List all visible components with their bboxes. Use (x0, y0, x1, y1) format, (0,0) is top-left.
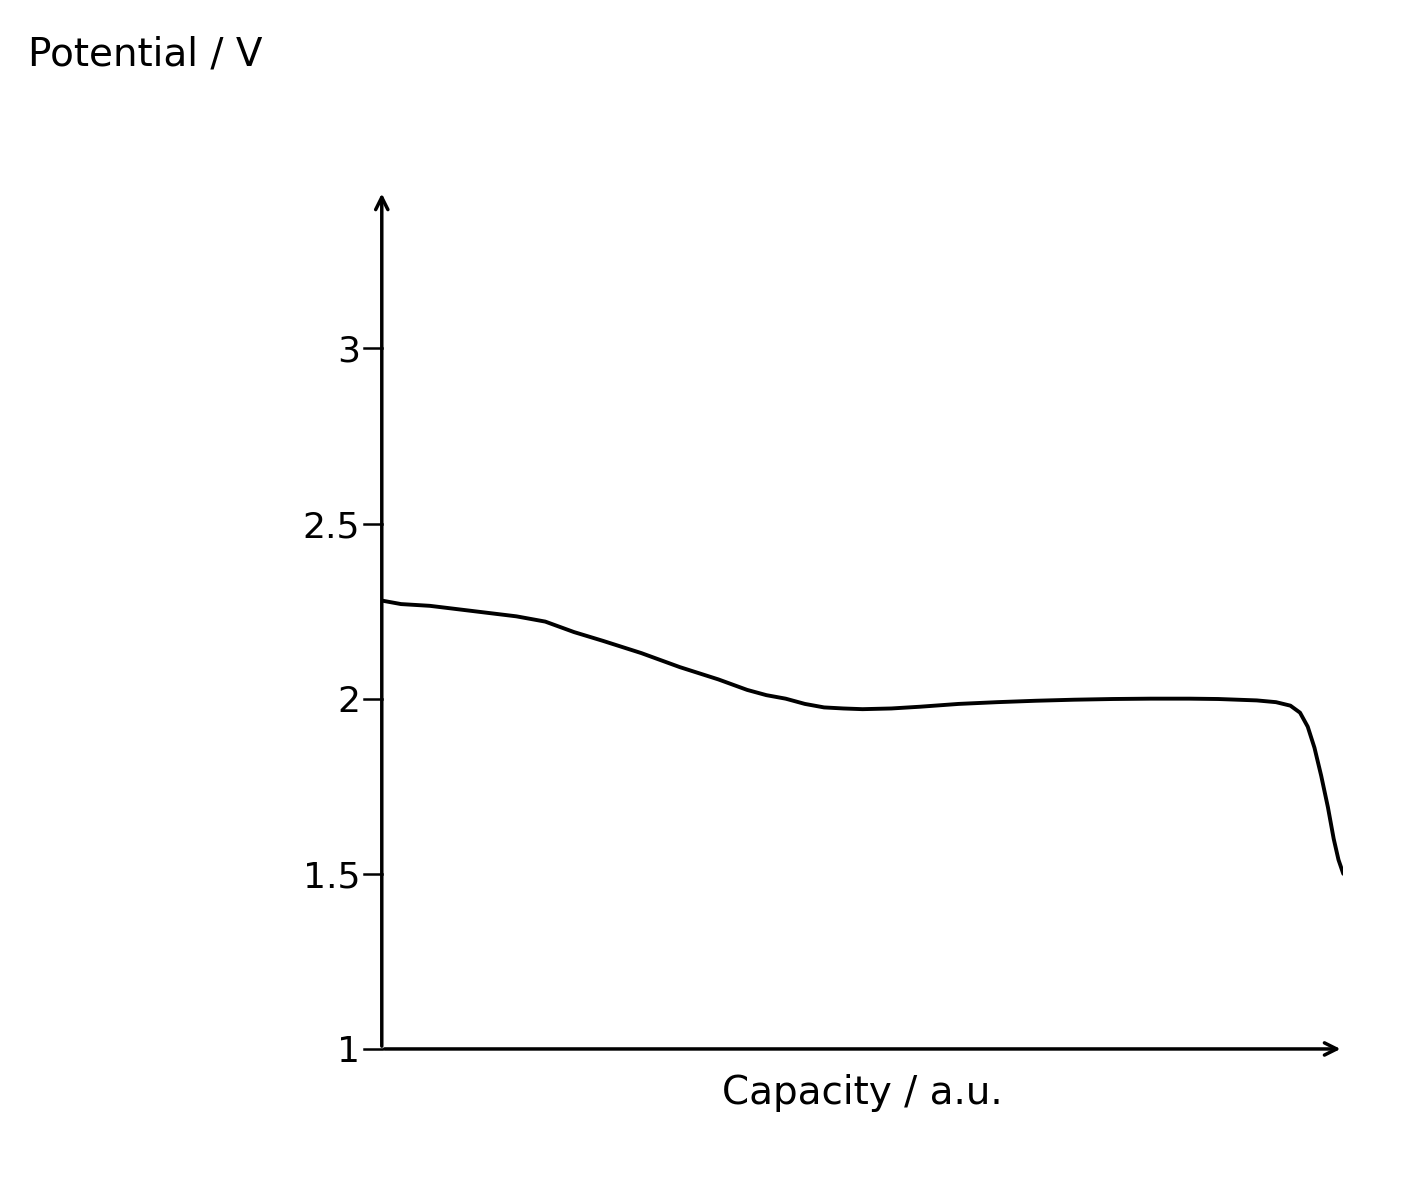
Text: Potential / V: Potential / V (28, 36, 263, 74)
X-axis label: Capacity / a.u.: Capacity / a.u. (723, 1074, 1003, 1112)
